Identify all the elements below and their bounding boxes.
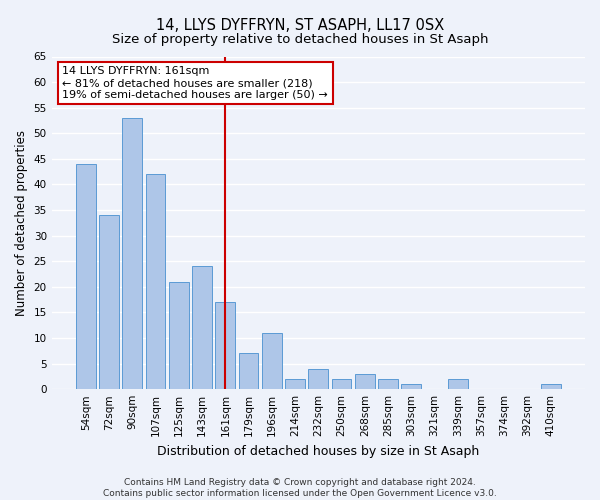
Bar [146,174,166,389]
Bar [192,266,212,389]
Text: Size of property relative to detached houses in St Asaph: Size of property relative to detached ho… [112,32,488,46]
Bar [448,379,468,389]
Bar [122,118,142,389]
Bar [262,333,282,389]
X-axis label: Distribution of detached houses by size in St Asaph: Distribution of detached houses by size … [157,444,479,458]
Text: 14, LLYS DYFFRYN, ST ASAPH, LL17 0SX: 14, LLYS DYFFRYN, ST ASAPH, LL17 0SX [156,18,444,32]
Bar [99,215,119,389]
Bar [169,282,188,389]
Bar [308,368,328,389]
Bar [401,384,421,389]
Y-axis label: Number of detached properties: Number of detached properties [15,130,28,316]
Bar [285,379,305,389]
Bar [541,384,561,389]
Bar [332,379,352,389]
Bar [355,374,375,389]
Bar [215,302,235,389]
Bar [378,379,398,389]
Text: 14 LLYS DYFFRYN: 161sqm
← 81% of detached houses are smaller (218)
19% of semi-d: 14 LLYS DYFFRYN: 161sqm ← 81% of detache… [62,66,328,100]
Bar [76,164,95,389]
Bar [239,354,259,389]
Text: Contains HM Land Registry data © Crown copyright and database right 2024.
Contai: Contains HM Land Registry data © Crown c… [103,478,497,498]
